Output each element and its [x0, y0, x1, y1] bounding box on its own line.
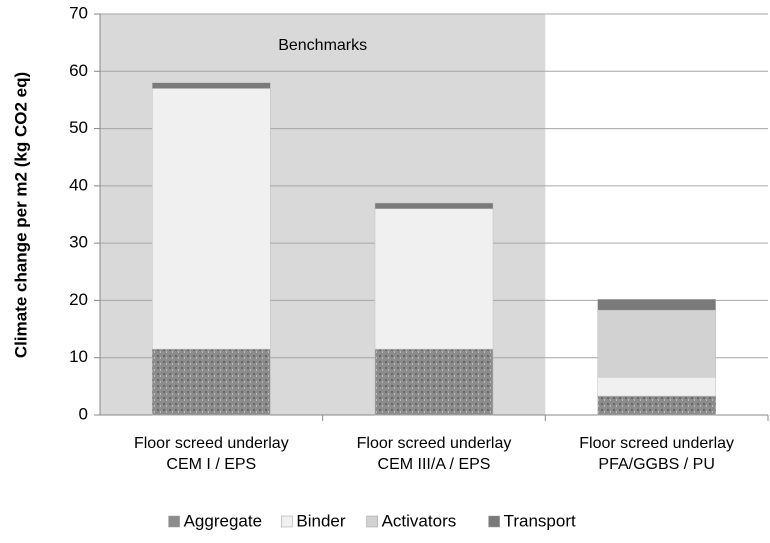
legend-swatch [366, 515, 378, 528]
x-tick-label: PFA/GGBS / PU [598, 456, 714, 473]
y-tick-label: 60 [69, 61, 88, 80]
x-tick-label: CEM I / EPS [166, 456, 256, 473]
y-tick-label: 50 [69, 118, 88, 137]
x-tick-label: Floor screed underlay [579, 435, 734, 452]
bar-texture [597, 396, 716, 415]
legend-label: Binder [296, 511, 345, 530]
bar-segment [597, 299, 716, 311]
legend-swatch [281, 515, 293, 528]
x-tick-label: CEM III/A / EPS [378, 456, 491, 473]
bar-texture [374, 349, 494, 415]
y-tick-label: 10 [69, 347, 88, 366]
y-tick-label: 20 [69, 290, 88, 309]
bar-segment [597, 376, 716, 397]
y-tick-label: 70 [69, 3, 88, 22]
bar-segment [374, 208, 494, 350]
x-tick-label: Floor screed underlay [134, 435, 289, 452]
x-tick-label: Floor screed underlay [357, 435, 512, 452]
bar-segment [597, 309, 716, 378]
annotation: Benchmarks [278, 37, 367, 54]
legend-swatch [168, 515, 180, 528]
y-tick-label: 30 [69, 233, 88, 252]
bar-segment [152, 88, 271, 350]
bar-segment [374, 202, 494, 210]
y-tick-label: 0 [79, 404, 88, 423]
legend-label: Aggregate [184, 511, 262, 530]
legend-label: Transport [504, 511, 576, 530]
legend-swatch [488, 515, 500, 528]
bar-texture [152, 349, 271, 415]
y-tick-label: 40 [69, 175, 88, 194]
y-axis-label: Climate change per m2 (kg CO2 eq) [11, 72, 30, 358]
bar-segment [152, 82, 271, 89]
legend-label: Activators [382, 511, 457, 530]
